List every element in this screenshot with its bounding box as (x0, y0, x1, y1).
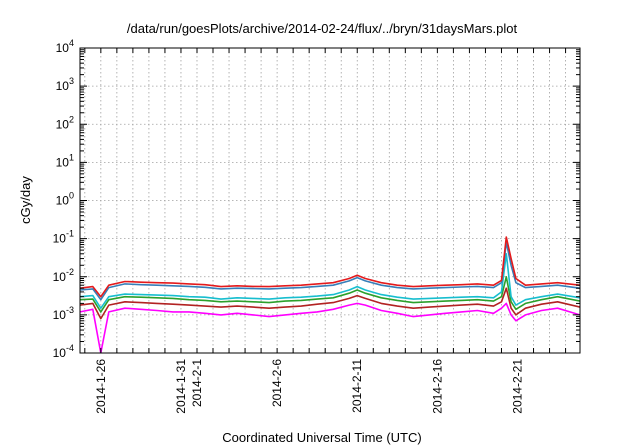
series-layer (80, 236, 580, 353)
x-axis-label: Coordinated Universal Time (UTC) (222, 430, 421, 445)
grid-layer (80, 47, 580, 354)
x-tick-label: 2014-2-6 (270, 359, 284, 407)
series-line (80, 275, 580, 313)
y-tick-label: 10-3 (53, 305, 74, 322)
series-line (80, 302, 580, 353)
y-tick-label: 102 (56, 114, 74, 131)
series-line (80, 287, 580, 320)
x-tick-label: 2014-2-21 (511, 359, 525, 414)
tick-layer (80, 47, 580, 354)
y-tick-label: 101 (56, 152, 74, 169)
y-tick-label: 10-4 (53, 343, 74, 360)
y-tick-labels: 10-4 10-3 10-2 10-1 100 101 102 103 104 (53, 38, 74, 360)
y-tick-label: 104 (56, 38, 74, 55)
x-tick-label: 2014-2-16 (430, 359, 444, 414)
x-tick-labels: 2014-1-26 2014-1-31 2014-2-1 2014-2-6 2014-2… (94, 359, 525, 414)
y-axis-label: cGy/day (18, 176, 33, 224)
x-tick-label: 2014-1-31 (174, 359, 188, 414)
y-tick-label: 10-1 (53, 229, 74, 246)
y-tick-label: 100 (56, 191, 74, 208)
y-tick-label: 103 (56, 76, 74, 93)
x-tick-label: 2014-2-1 (190, 359, 204, 407)
x-tick-label: 2014-1-26 (94, 359, 108, 414)
x-tick-label: 2014-2-11 (350, 359, 364, 413)
chart-title: /data/run/goesPlots/archive/2014-02-24/f… (127, 21, 518, 36)
series-line (80, 253, 580, 310)
series-line (80, 236, 580, 298)
y-tick-label: 10-2 (53, 267, 74, 284)
